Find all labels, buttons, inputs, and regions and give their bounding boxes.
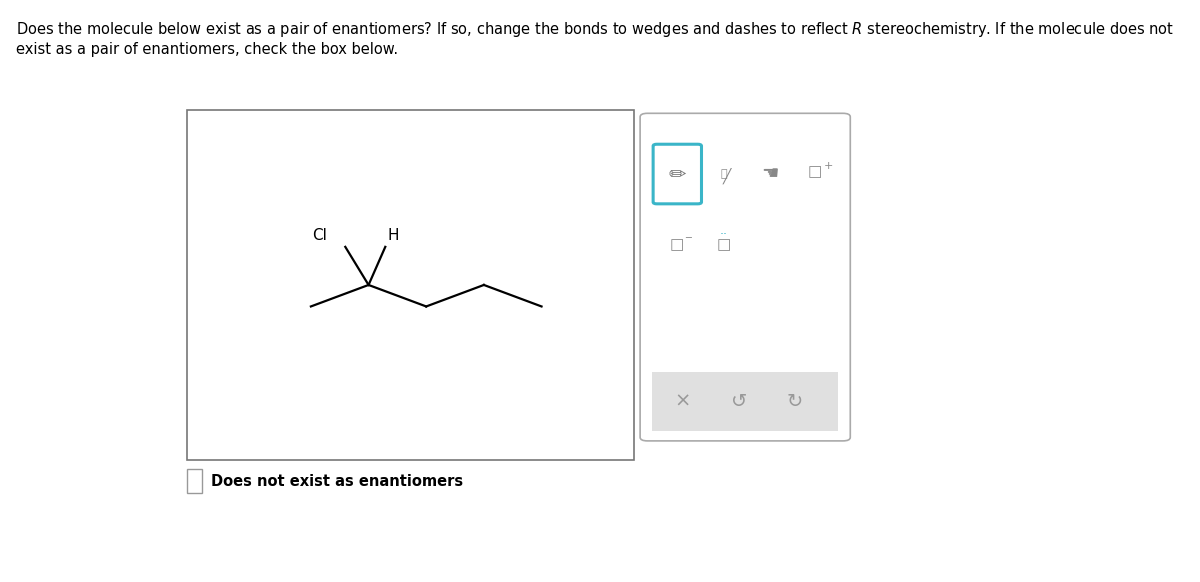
Text: Cl: Cl bbox=[312, 228, 326, 243]
Text: ☚: ☚ bbox=[762, 165, 779, 183]
Text: exist as a pair of enantiomers, check the box below.: exist as a pair of enantiomers, check th… bbox=[16, 42, 397, 57]
Text: ⬜: ⬜ bbox=[720, 169, 727, 179]
Text: Does the molecule below exist as a pair of enantiomers? If so, change the bonds : Does the molecule below exist as a pair … bbox=[16, 20, 1174, 40]
Text: +: + bbox=[823, 161, 833, 171]
Text: ─: ─ bbox=[685, 233, 691, 243]
Text: ✏: ✏ bbox=[668, 164, 686, 184]
Text: ↻: ↻ bbox=[786, 392, 803, 411]
FancyBboxPatch shape bbox=[640, 113, 851, 441]
Text: ↺: ↺ bbox=[731, 392, 746, 411]
Text: ×: × bbox=[674, 392, 691, 411]
Text: ··: ·· bbox=[720, 228, 728, 242]
Text: □: □ bbox=[670, 237, 684, 252]
Bar bbox=[187, 469, 202, 494]
Text: □: □ bbox=[808, 164, 822, 179]
Text: Does not exist as enantiomers: Does not exist as enantiomers bbox=[211, 474, 463, 488]
FancyBboxPatch shape bbox=[653, 144, 702, 204]
Bar bbox=[653, 372, 839, 431]
Text: H: H bbox=[388, 228, 398, 243]
Text: □: □ bbox=[716, 237, 731, 252]
Bar bbox=[187, 110, 634, 460]
Text: ╱: ╱ bbox=[722, 168, 731, 184]
